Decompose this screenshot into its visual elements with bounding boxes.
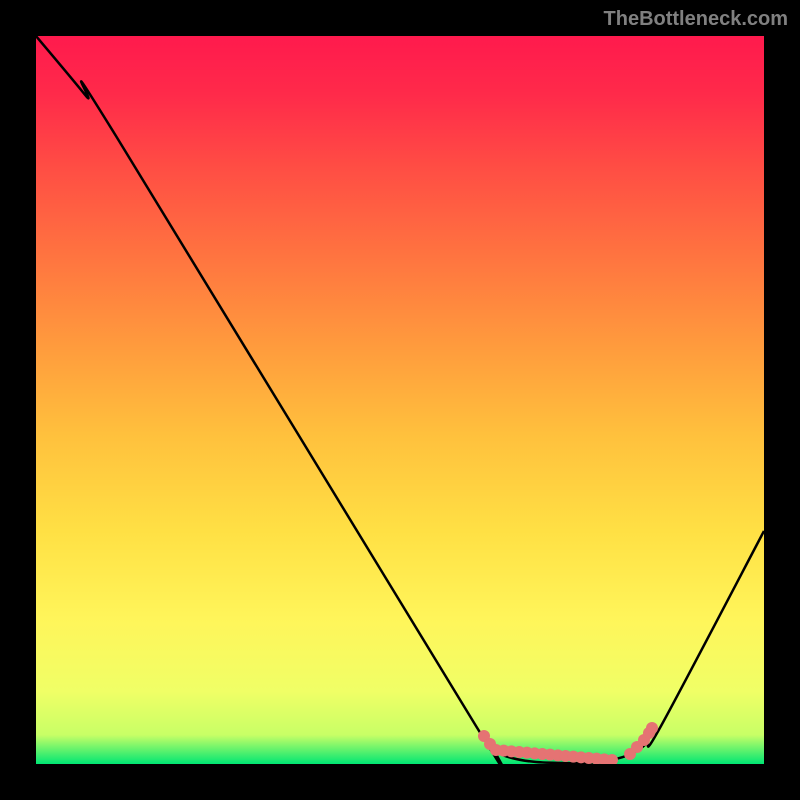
bottleneck-chart xyxy=(36,36,764,764)
watermark-text: TheBottleneck.com xyxy=(604,8,788,31)
chart-svg xyxy=(36,36,764,764)
chart-background xyxy=(36,36,764,764)
highlight-dot xyxy=(646,722,658,734)
